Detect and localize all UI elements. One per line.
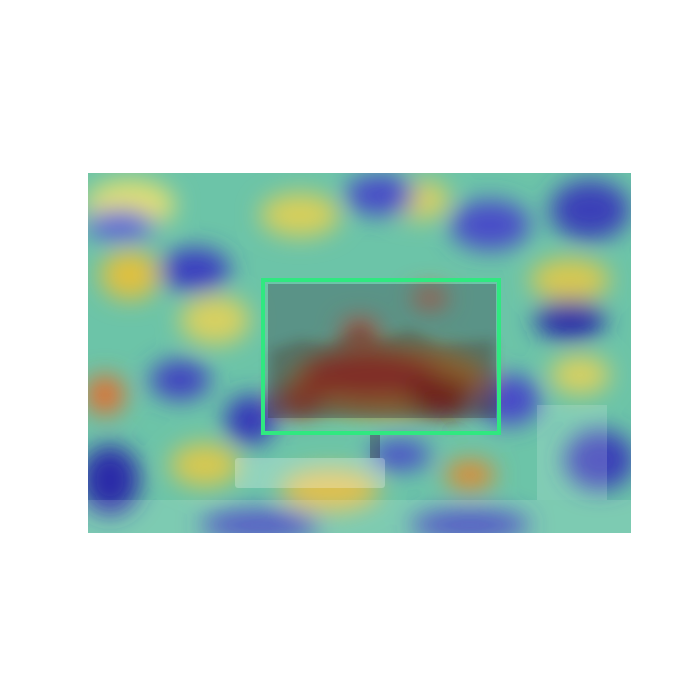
monitor-stand	[370, 432, 380, 458]
bounding-box	[261, 278, 501, 435]
desk	[88, 500, 631, 533]
photo	[88, 173, 631, 533]
mountains	[270, 325, 494, 416]
speaker	[537, 405, 607, 500]
keyboard	[235, 458, 385, 488]
